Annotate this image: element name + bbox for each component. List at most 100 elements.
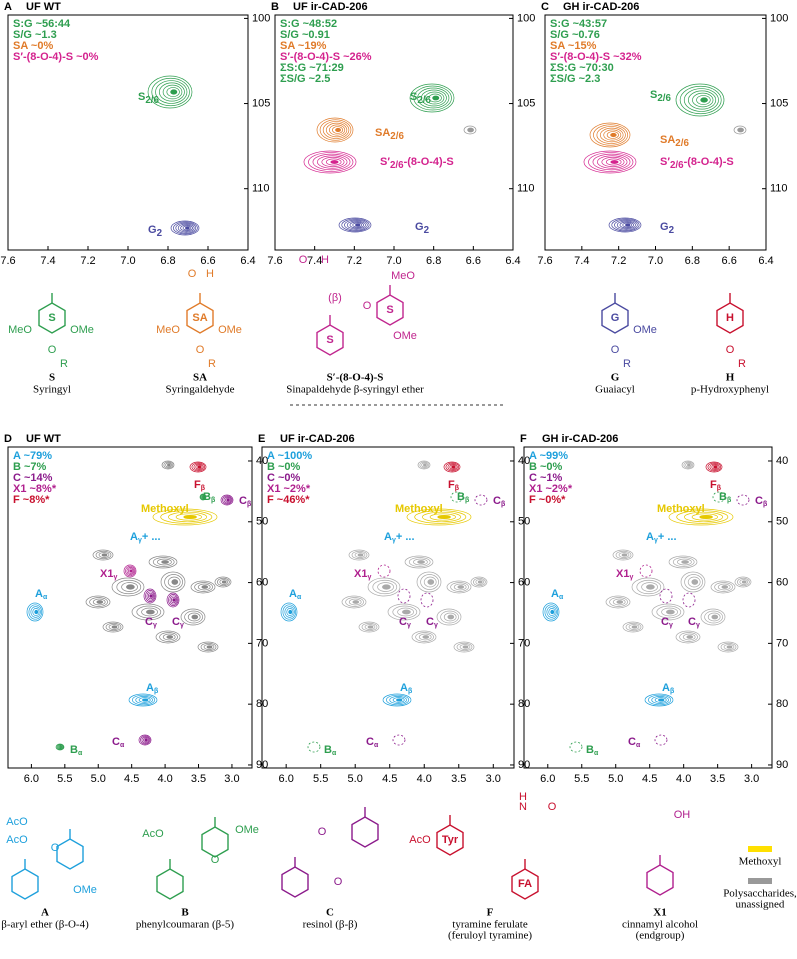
substituent: OMe	[70, 324, 94, 336]
contour	[358, 621, 380, 633]
peak-label-sub: γ	[669, 622, 673, 629]
peak-label: Methoxyl	[657, 503, 705, 515]
contour	[691, 513, 718, 521]
contour	[193, 463, 204, 471]
substituent: R	[208, 358, 216, 370]
contour	[32, 608, 40, 616]
substituent: R	[623, 358, 631, 370]
missing-peak	[450, 491, 464, 503]
peak-label-main: B	[457, 491, 465, 503]
substituent: AcO	[6, 816, 28, 828]
contour	[651, 603, 685, 621]
contour	[200, 642, 217, 652]
peak-label: S′2/6-(8-O-4)-S	[380, 156, 454, 171]
contour	[195, 464, 203, 470]
peak-label-main: B	[324, 744, 332, 756]
contour	[221, 580, 227, 584]
contour	[191, 614, 199, 620]
contour	[214, 576, 232, 588]
peak-label-suffix: + ...	[658, 531, 677, 543]
panel-note: S′-(8-O-4)-S ~32%	[550, 51, 642, 63]
contour	[681, 460, 695, 470]
x-tick-label: 4.0	[157, 773, 172, 785]
ring-label: S	[48, 312, 55, 324]
x-tick-label: 3.0	[224, 773, 239, 785]
contour	[190, 580, 216, 594]
peak-label-suffix: + ...	[396, 531, 415, 543]
contour	[147, 75, 193, 109]
contour	[142, 698, 149, 702]
contour	[615, 550, 632, 560]
contour	[726, 645, 733, 649]
panel-note: ΣS:G ~70:30	[550, 62, 614, 74]
peak-label-main: X1	[354, 568, 367, 580]
peak-label-sub: α	[636, 742, 641, 749]
contour	[696, 95, 711, 105]
plot-frame	[7, 446, 253, 769]
peak-label-main: F	[710, 479, 717, 491]
structure-code: S	[49, 372, 55, 384]
contour	[167, 576, 181, 588]
contour	[683, 88, 719, 112]
contour	[687, 576, 701, 588]
missing-peak	[712, 491, 726, 503]
peak-label: Bα	[70, 744, 83, 757]
substituent: AcO	[409, 834, 431, 846]
peak-label-sub: 2/6	[670, 160, 684, 171]
contour	[608, 217, 642, 233]
x-tick-label: 4.5	[382, 773, 397, 785]
contour	[432, 95, 440, 101]
contour	[344, 219, 368, 231]
contour	[138, 734, 152, 746]
contour	[734, 576, 752, 588]
peak-label-main: B	[203, 491, 211, 503]
contour	[166, 635, 174, 639]
contour	[704, 610, 723, 624]
peak-label-sub: α	[594, 750, 599, 757]
structure-name: Syringyl	[33, 384, 71, 396]
structure-code: F	[487, 907, 494, 919]
contour	[135, 696, 153, 704]
contour	[159, 632, 178, 642]
contour	[641, 582, 658, 592]
structure-name: cinnamyl alcohol	[622, 919, 698, 931]
contour	[168, 594, 179, 606]
substituent: O	[188, 268, 197, 280]
peak-label-sub: β	[763, 501, 768, 508]
contour	[409, 83, 455, 113]
peak-label: X1γ	[354, 568, 371, 581]
contour	[172, 598, 176, 602]
contour	[128, 693, 158, 707]
peak-label: G2	[660, 221, 675, 236]
substituent: MeO	[8, 324, 32, 336]
contour	[157, 558, 172, 566]
peak-label-main: S′	[380, 156, 390, 168]
contour	[658, 698, 665, 702]
structure-name: (endgroup)	[636, 930, 685, 942]
peak-label-sub: γ	[138, 537, 142, 544]
contour	[101, 553, 108, 557]
x-tick-label: 6.0	[24, 773, 39, 785]
contour	[427, 579, 435, 585]
y-tick-label: 110	[517, 183, 535, 195]
contour	[341, 595, 367, 609]
substituent: O	[299, 254, 308, 266]
contour	[197, 641, 219, 653]
peak-label-sub: α	[120, 742, 125, 749]
contour	[377, 582, 394, 592]
x-tick-label: 6.4	[758, 255, 773, 267]
contour	[166, 87, 180, 97]
contour	[616, 220, 636, 230]
x-tick-label: 5.5	[57, 773, 72, 785]
peak-label-main: C	[112, 736, 120, 748]
y-tick-label: 40	[776, 455, 788, 467]
ring-label: FA	[518, 878, 532, 890]
peak-label-main: B	[719, 491, 727, 503]
x-tick-label: 3.5	[191, 773, 206, 785]
structure-code: C	[326, 907, 334, 919]
contour	[443, 461, 461, 473]
panel-letter: A	[4, 1, 12, 13]
contour	[121, 582, 138, 592]
x-tick-label: 6.6	[200, 255, 215, 267]
legend-label: unassigned	[736, 899, 785, 911]
